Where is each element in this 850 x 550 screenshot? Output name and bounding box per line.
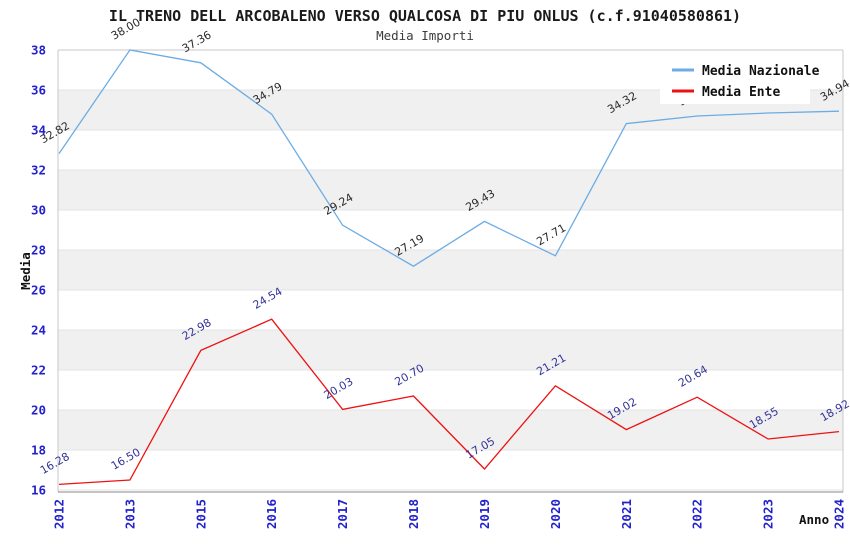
legend-label-media-nazionale: Media Nazionale	[702, 64, 820, 79]
x-tick-label: 2020	[548, 499, 563, 529]
x-tick-label: 2024	[832, 499, 847, 529]
x-tick-label: 2018	[406, 499, 421, 529]
band-fills	[58, 90, 843, 450]
y-tick-label: 30	[31, 203, 46, 218]
band-fill	[58, 330, 843, 370]
band-fill	[58, 410, 843, 450]
y-tick-label: 28	[31, 243, 46, 258]
media-nazionale-line	[58, 49, 840, 267]
y-tick-label: 20	[31, 403, 46, 418]
y-tick-label: 38	[31, 43, 46, 58]
x-tick-label: 2017	[335, 499, 350, 529]
y-axis-title: Media	[18, 252, 33, 290]
series-lines	[58, 49, 840, 486]
axes-spines	[57, 49, 844, 493]
legend-box	[660, 56, 810, 104]
y-tick-label: 26	[31, 283, 46, 298]
x-axis-tick-labels: 2012 2013 2015 2016 2017 2018 2019 2020 2021 2022…	[52, 499, 847, 529]
y-tick-label: 18	[31, 443, 46, 458]
x-tick-label: 2012	[52, 499, 67, 529]
legend: Media Nazionale Media Ente	[660, 56, 820, 104]
band-fill	[58, 170, 843, 210]
x-axis-title: Anno	[799, 512, 829, 527]
band-fill	[58, 250, 843, 290]
x-tick-label: 2015	[193, 499, 208, 529]
y-tick-label: 36	[31, 83, 46, 98]
x-tick-label: 2019	[477, 499, 492, 529]
media-ente-line	[58, 318, 840, 486]
y-tick-label: 34	[31, 123, 46, 138]
y-tick-label: 32	[31, 163, 46, 178]
legend-label-media-ente: Media Ente	[702, 85, 780, 100]
data-label: 20.03	[322, 375, 356, 402]
data-label: 27.71	[534, 221, 568, 248]
x-tick-label: 2021	[619, 499, 634, 529]
x-tick-label: 2022	[690, 499, 705, 529]
y-tick-label: 24	[31, 323, 46, 338]
y-tick-label: 22	[31, 363, 46, 378]
chart-subtitle: Media Importi	[376, 28, 474, 43]
x-tick-label: 2013	[122, 499, 137, 529]
x-tick-label: 2016	[264, 499, 279, 529]
x-tick-label: 2023	[761, 499, 776, 529]
chart-title: IL TRENO DELL ARCOBALENO VERSO QUALCOSA …	[109, 7, 741, 25]
data-label: 37.36	[180, 28, 214, 55]
y-axis-tick-labels: 16 18 20 22 24 26 28 30 32 34 36 38	[31, 43, 46, 498]
y-tick-label: 16	[31, 483, 46, 498]
